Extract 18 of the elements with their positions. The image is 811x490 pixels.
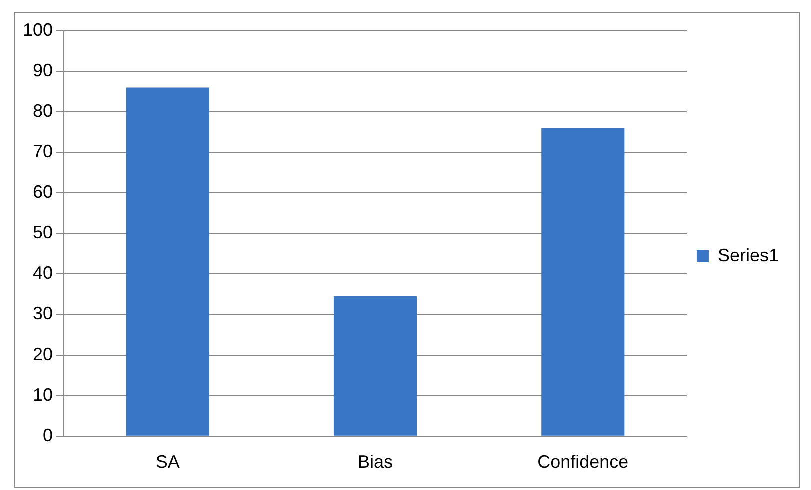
y-tick-label: 20	[33, 344, 54, 364]
y-tick-label: 40	[33, 263, 54, 284]
y-tick-label: 60	[33, 182, 54, 202]
y-tick-label: 100	[22, 20, 54, 40]
x-tick-label: Confidence	[538, 452, 629, 472]
y-tick-label: 50	[33, 222, 54, 243]
bar	[126, 88, 210, 436]
y-tick-label: 10	[33, 384, 54, 405]
y-tick-label: 70	[33, 142, 54, 162]
bar	[542, 128, 625, 436]
y-tick-label: 90	[33, 60, 54, 81]
y-tick-label: 80	[33, 101, 54, 122]
x-tick-label: Bias	[358, 452, 394, 472]
legend-label: Series1	[718, 245, 779, 266]
bar	[334, 296, 418, 436]
y-tick-label: 30	[33, 304, 54, 324]
x-tick-label: SA	[156, 452, 180, 472]
y-tick-label: 0	[43, 425, 54, 446]
